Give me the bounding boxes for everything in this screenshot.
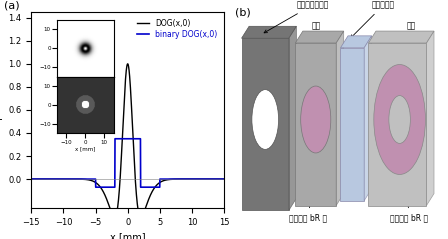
binary DOG(x,0)	[123, 137, 128, 140]
binary DOG(x,0)	[112, 137, 117, 140]
DOG(x,0)	[117, 180, 123, 183]
DOG(x,0)	[216, 178, 221, 180]
Polygon shape	[336, 31, 344, 206]
binary DOG(x,0)	[117, 137, 123, 140]
Text: 出力調整マスク: 出力調整マスク	[264, 0, 329, 33]
Polygon shape	[295, 31, 344, 43]
Line: DOG(x,0): DOG(x,0)	[31, 64, 224, 217]
X-axis label: x [mm]: x [mm]	[110, 232, 146, 239]
DOG(x,0)	[181, 178, 186, 180]
Text: 電解質溶液: 電解質溶液	[351, 0, 395, 38]
Polygon shape	[426, 31, 434, 206]
Polygon shape	[340, 48, 364, 201]
Ellipse shape	[374, 65, 426, 174]
binary DOG(x,0)	[216, 178, 221, 180]
Text: 興奮領域 bR 膜: 興奮領域 bR 膜	[289, 161, 327, 222]
DOG(x,0)	[122, 85, 128, 87]
binary DOG(x,0)	[39, 178, 44, 180]
binary DOG(x,0)	[216, 178, 221, 180]
binary DOG(x,0)	[93, 186, 98, 189]
Y-axis label: Amplitude: Amplitude	[0, 85, 3, 135]
Legend: DOG(x,0), binary DOG(x,0): DOG(x,0), binary DOG(x,0)	[134, 16, 220, 42]
Polygon shape	[368, 31, 434, 43]
Polygon shape	[241, 38, 289, 210]
binary DOG(x,0)	[181, 178, 186, 180]
binary DOG(x,0)	[29, 178, 34, 180]
Polygon shape	[289, 26, 297, 210]
Polygon shape	[340, 36, 372, 48]
Polygon shape	[368, 43, 426, 206]
DOG(x,0)	[221, 178, 227, 180]
Polygon shape	[364, 36, 372, 201]
Line: binary DOG(x,0): binary DOG(x,0)	[31, 139, 224, 187]
Text: (a): (a)	[4, 0, 20, 10]
DOG(x,0)	[125, 62, 130, 65]
Text: (b): (b)	[235, 7, 251, 17]
Text: 電極: 電極	[311, 21, 320, 30]
Polygon shape	[295, 43, 336, 206]
DOG(x,0)	[39, 178, 44, 180]
DOG(x,0)	[138, 216, 143, 219]
DOG(x,0)	[216, 178, 221, 180]
Ellipse shape	[301, 86, 331, 153]
DOG(x,0)	[29, 178, 34, 180]
Ellipse shape	[389, 96, 410, 143]
binary DOG(x,0)	[221, 178, 227, 180]
Text: 電極: 電極	[407, 21, 416, 30]
Ellipse shape	[252, 90, 279, 149]
Text: 抑制領域 bR 膜: 抑制領域 bR 膜	[390, 161, 428, 222]
Polygon shape	[241, 26, 297, 38]
